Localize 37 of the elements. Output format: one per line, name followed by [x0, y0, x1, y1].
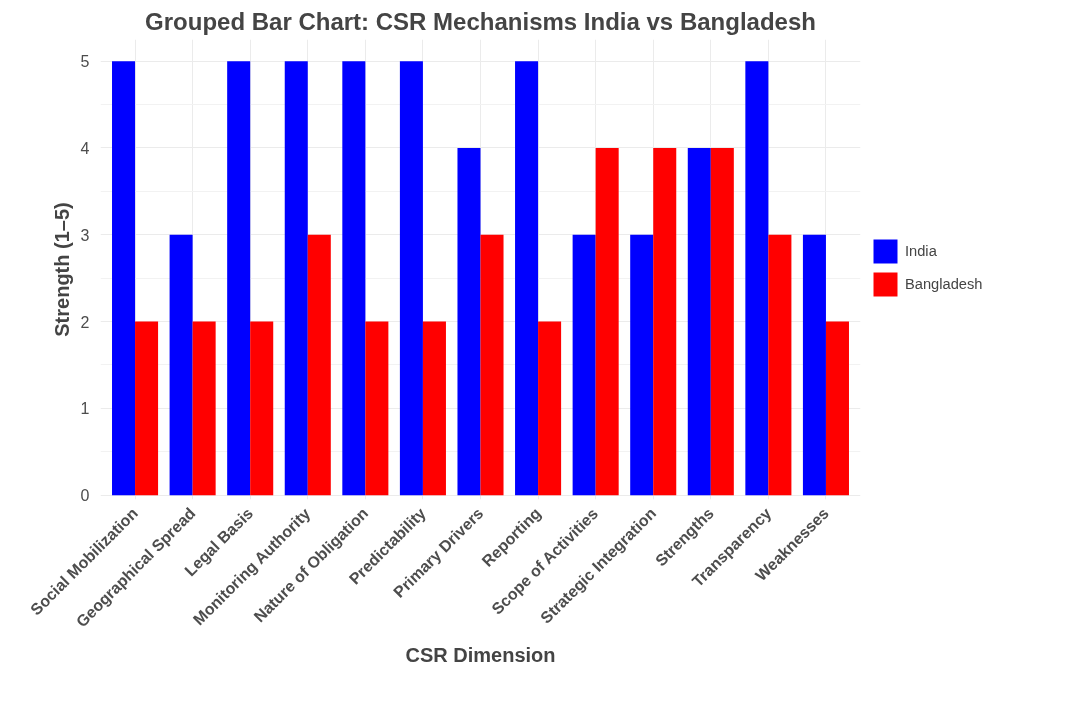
bar: [284, 61, 308, 496]
legend-label: India: [905, 243, 937, 259]
bar: [457, 147, 481, 496]
y-axis-title: Strength (1–5): [50, 202, 73, 337]
bar: [192, 321, 216, 496]
bar: [802, 234, 826, 496]
y-tick-label: 0: [80, 487, 90, 505]
bar: [595, 147, 619, 496]
bar: [687, 147, 711, 496]
y-tick-label: 3: [80, 226, 90, 244]
y-tick-label: 5: [80, 53, 90, 71]
bar: [422, 321, 446, 496]
bar: [710, 147, 734, 496]
chart-title: Grouped Bar Chart: CSR Mechanisms India vs Bangladesh: [145, 7, 816, 35]
bar: [515, 61, 539, 496]
bar: [342, 61, 366, 496]
y-tick-label: 1: [80, 400, 90, 418]
bar: [572, 234, 596, 496]
bar: [169, 234, 193, 496]
legend-label: Bangladesh: [905, 276, 983, 292]
bar: [112, 61, 136, 496]
bar: [745, 61, 769, 496]
bar: [365, 321, 389, 496]
bar: [227, 61, 251, 496]
x-axis-title: CSR Dimension: [405, 644, 556, 667]
y-tick-label: 4: [80, 139, 90, 157]
bar: [653, 147, 677, 496]
y-tick-label: 2: [80, 313, 90, 331]
bar: [630, 234, 654, 496]
bar: [307, 234, 331, 496]
bar: [135, 321, 159, 496]
bar: [825, 321, 849, 496]
bar: [768, 234, 792, 496]
bar: [538, 321, 562, 496]
bar: [399, 61, 423, 496]
bar: [250, 321, 274, 496]
bar: [480, 234, 504, 496]
